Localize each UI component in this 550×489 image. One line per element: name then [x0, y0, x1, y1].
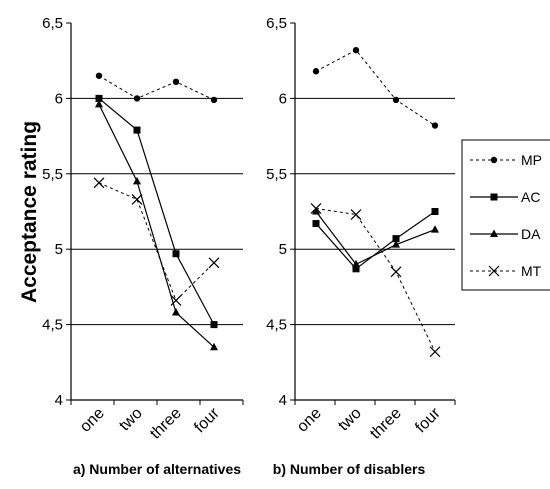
data-point-ac [352, 265, 360, 273]
data-point-ac [172, 250, 180, 258]
legend-label-da: DA [521, 226, 541, 242]
series-line-mt [315, 207, 436, 352]
data-point-mp [431, 122, 439, 129]
legend-box [461, 139, 550, 291]
legend-label-ac: AC [521, 189, 540, 205]
legend-label-mp: MP [521, 152, 542, 168]
series-line-da [98, 104, 215, 348]
legend-marker-da [490, 229, 498, 237]
series-line-ac [315, 211, 436, 270]
series-line-mt [98, 182, 215, 302]
data-point-ac [312, 220, 320, 228]
data-point-da [95, 99, 103, 108]
data-point-mt [390, 266, 402, 278]
y-tick-label: 5,5 [42, 166, 63, 183]
x-tick-label: two [335, 405, 365, 435]
y-tick-label: 6 [55, 90, 63, 107]
panel-b-caption: b) Number of disablers [273, 461, 426, 477]
legend-label-mt: MT [521, 263, 542, 279]
panel-a-caption: a) Number of alternatives [73, 461, 241, 477]
data-point-da [352, 259, 360, 268]
legend: MP AC DA MT [461, 139, 550, 291]
data-point-mt [131, 194, 143, 205]
data-point-da [210, 342, 218, 351]
data-point-mp [133, 95, 141, 102]
y-tick-label: 4 [55, 392, 63, 409]
data-point-mp [392, 96, 400, 104]
data-point-ac [431, 208, 439, 215]
data-point-mt [170, 295, 182, 306]
data-point-mp [172, 78, 180, 86]
x-tick-label: one [294, 405, 325, 436]
series-line-ac [98, 97, 215, 325]
legend-marker-mt [488, 265, 500, 277]
y-tick-label: 5 [55, 241, 63, 258]
y-tick-label: 6 [279, 90, 287, 107]
legend-marker-ac [490, 193, 498, 201]
x-tick-label: four [191, 404, 223, 436]
data-point-da [392, 240, 400, 248]
legend-marker-mp [490, 156, 498, 164]
data-point-mt [429, 346, 441, 358]
panel-alternatives: 4 4,5 5 5,5 6 6,5 one two three four [42, 15, 244, 443]
y-axis-title: Acceptance rating [18, 121, 41, 303]
data-point-mp [95, 72, 103, 79]
data-point-da [431, 225, 439, 233]
series-line-da [315, 211, 436, 266]
y-tick-label: 6,5 [266, 15, 287, 32]
data-point-da [312, 207, 320, 215]
data-point-ac [210, 321, 218, 329]
data-point-ac [392, 235, 400, 243]
panel-disablers: 4 4,5 5 5,5 6 6,5 one two three four [266, 15, 456, 443]
data-point-mp [352, 46, 360, 54]
x-tick-label: two [116, 405, 146, 435]
x-tick-label: one [77, 405, 108, 436]
data-point-ac [133, 126, 141, 134]
data-point-da [133, 176, 141, 185]
data-point-da [172, 308, 180, 316]
y-tick-label: 4,5 [266, 317, 287, 334]
y-tick-label: 4,5 [42, 317, 63, 334]
series-line-mp [98, 75, 215, 101]
data-point-ac [95, 94, 103, 102]
y-tick-label: 4 [279, 392, 287, 409]
series-line-mp [315, 49, 436, 126]
y-tick-label: 6,5 [42, 15, 63, 32]
data-point-mt [310, 203, 322, 214]
data-point-mp [312, 68, 320, 75]
x-tick-label: three [367, 405, 405, 443]
y-tick-label: 5 [279, 241, 287, 258]
data-point-mt [208, 257, 220, 269]
x-tick-label: three [147, 405, 185, 443]
data-point-mt [350, 209, 362, 220]
x-tick-label: four [412, 404, 444, 436]
data-point-mp [210, 96, 218, 104]
y-tick-label: 5,5 [266, 166, 287, 183]
data-point-mt [93, 177, 105, 189]
